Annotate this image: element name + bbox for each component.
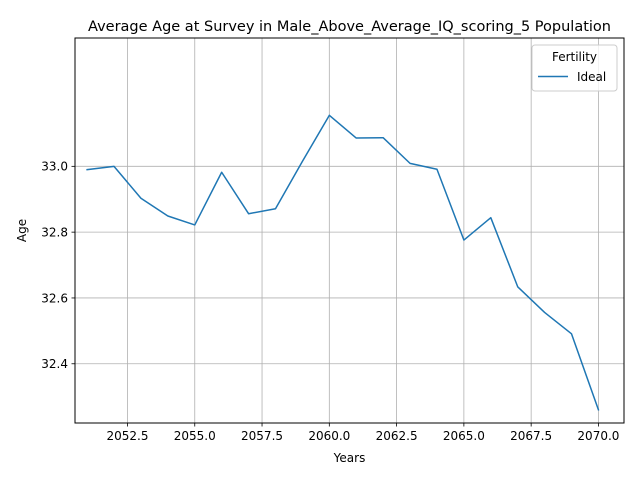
x-tick-label: 2060.0 bbox=[308, 429, 350, 443]
x-axis: 2052.5 2055.0 2057.5 2060.0 2062.5 2065.0 2067… bbox=[106, 423, 619, 443]
y-axis-label: Age bbox=[15, 219, 29, 242]
x-tick-label: 2062.5 bbox=[376, 429, 418, 443]
legend: Fertility Ideal bbox=[531, 44, 618, 92]
x-tick-label: 2052.5 bbox=[106, 429, 148, 443]
x-tick-label: 2070.0 bbox=[577, 429, 619, 443]
chart-title: Average Age at Survey in Male_Above_Aver… bbox=[88, 19, 611, 35]
grid-lines bbox=[75, 38, 624, 423]
legend-title: Fertility bbox=[552, 50, 597, 64]
y-tick-label: 32.6 bbox=[41, 291, 68, 305]
y-tick-label: 32.4 bbox=[41, 357, 68, 371]
plot-area-frame bbox=[74, 37, 625, 424]
x-tick-label: 2055.0 bbox=[174, 429, 216, 443]
series-lines bbox=[86, 114, 600, 411]
series-line-ideal bbox=[86, 114, 600, 411]
x-axis-label: Years bbox=[333, 451, 366, 465]
y-axis: 32.4 32.6 32.8 33.0 bbox=[41, 160, 75, 371]
y-tick-label: 33.0 bbox=[41, 160, 68, 174]
y-tick-label: 32.8 bbox=[41, 225, 68, 239]
legend-box bbox=[531, 44, 618, 92]
x-tick-label: 2067.5 bbox=[510, 429, 552, 443]
x-tick-label: 2065.0 bbox=[443, 429, 485, 443]
legend-label-ideal: Ideal bbox=[577, 70, 606, 84]
x-tick-label: 2057.5 bbox=[241, 429, 283, 443]
